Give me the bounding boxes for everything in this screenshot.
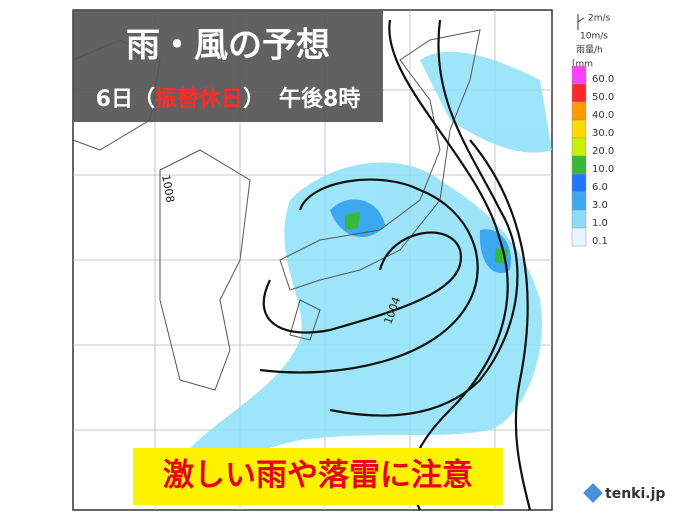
legend-swatch xyxy=(571,137,587,157)
rain-legend-unit: [mm xyxy=(572,60,593,70)
legend-label: 1.0 xyxy=(592,218,608,229)
isobar-label: 1008 xyxy=(159,174,177,204)
legend-label: 6.0 xyxy=(592,182,608,193)
legend-label: 0.1 xyxy=(592,236,608,247)
legend-swatch xyxy=(571,119,587,139)
legend-label: 40.0 xyxy=(592,110,614,121)
logo-text: tenki.jp xyxy=(605,486,665,502)
legend-swatch xyxy=(571,227,587,247)
legend-swatch xyxy=(571,173,587,193)
legend-label: 50.0 xyxy=(592,92,614,103)
logo-icon xyxy=(583,483,603,503)
banner-text: 激しい雨や落雷に注意 xyxy=(163,458,473,494)
subtitle-date: 6日（ xyxy=(96,87,155,112)
subtitle-paren: ） xyxy=(243,87,265,112)
legend-swatch xyxy=(571,65,587,85)
subtitle: 6日（振替休日） 午後8時 xyxy=(96,86,361,112)
subtitle-time: 午後8時 xyxy=(279,86,360,112)
legend-swatch xyxy=(571,209,587,229)
title-box: 雨・風の予想 6日（振替休日） 午後8時 xyxy=(73,10,383,122)
legend-label: 3.0 xyxy=(592,200,608,211)
isobars xyxy=(259,19,532,511)
legend-swatch xyxy=(571,101,587,121)
wind-legend-large: 10m/s xyxy=(580,32,608,42)
legend-label: 30.0 xyxy=(592,128,614,139)
legend: 2m/s 10m/s 雨量/h [mm 60.0 50.0 40.0 30.0 20.0… xyxy=(571,14,614,247)
legend-label: 20.0 xyxy=(592,146,614,157)
banner-background xyxy=(133,448,503,505)
warning-banner: 激しい雨や落雷に注意 xyxy=(133,448,503,505)
logo: tenki.jp xyxy=(583,483,665,503)
rain-legend-title: 雨量/h xyxy=(576,45,603,56)
wind-barb-icon xyxy=(577,14,585,30)
legend-swatch xyxy=(571,155,587,175)
legend-label: 10.0 xyxy=(592,164,614,175)
title: 雨・風の予想 xyxy=(126,26,330,66)
legend-swatch xyxy=(571,191,587,211)
legend-label: 60.0 xyxy=(592,74,614,85)
legend-swatch xyxy=(571,83,587,103)
title-background xyxy=(73,10,383,122)
wind-legend-small: 2m/s xyxy=(588,14,611,24)
subtitle-holiday: 振替休日 xyxy=(155,87,243,112)
